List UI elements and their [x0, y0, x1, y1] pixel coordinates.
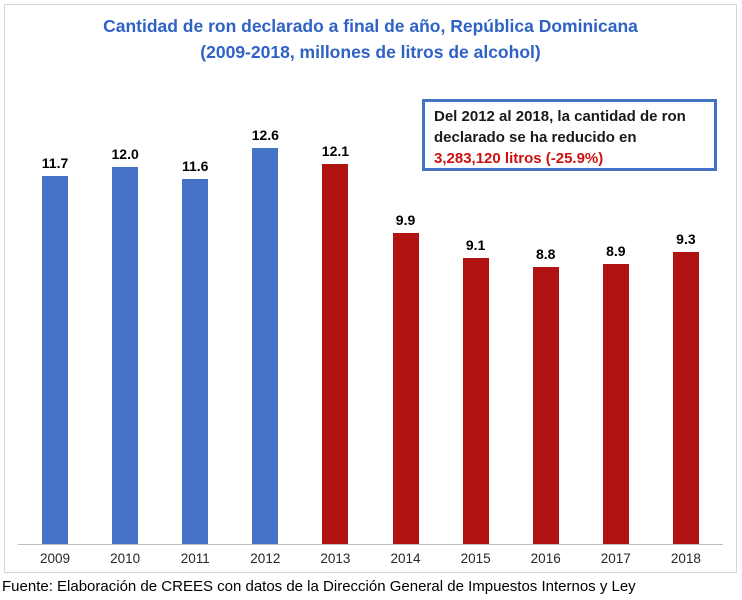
- bar-value-label-2016: 8.8: [535, 246, 556, 262]
- bar-2012: [252, 148, 279, 544]
- bar-column-2011: 11.6: [160, 104, 230, 544]
- x-axis-label-2014: 2014: [390, 551, 421, 566]
- bar-value-label-2013: 12.1: [321, 143, 350, 159]
- chart-title-line2: (2009-2018, millones de litros de alcoho…: [200, 42, 541, 62]
- bar-value-label-2010: 12.0: [111, 146, 139, 162]
- x-axis-label-2009: 2009: [40, 551, 71, 566]
- bar-column-2012: 12.6: [230, 104, 300, 544]
- x-axis-line: [18, 544, 723, 545]
- bar-column-2018: 9.3: [651, 104, 721, 544]
- bar-column-2015: 9.1: [441, 104, 511, 544]
- bar-value-label-2012: 12.6: [251, 127, 279, 143]
- bar-value-label-2017: 8.9: [606, 243, 626, 259]
- chart-title: Cantidad de ron declarado a final de año…: [4, 13, 737, 65]
- bar-2016: [532, 267, 559, 544]
- x-axis-labels: 2009 2010 2011 2012 2013 2014 2015 2016 2017 2018: [20, 551, 721, 566]
- x-axis-label-2010: 2010: [110, 551, 141, 566]
- x-axis-label-2018: 2018: [670, 551, 701, 566]
- annotation-text-black: Del 2012 al 2018, la cantidad de ron dec…: [434, 108, 686, 146]
- bar-column-2010: 12.0: [90, 104, 160, 544]
- bar-2013: [322, 164, 349, 544]
- bar-column-2016: 8.8: [511, 104, 581, 544]
- bar-value-label-2014: 9.9: [395, 212, 416, 228]
- x-axis-label-2012: 2012: [250, 551, 281, 566]
- annotation-text-red: 3,283,120 litros (-25.9%): [434, 150, 604, 167]
- bar-value-label-2011: 11.6: [181, 158, 209, 174]
- bar-2011: [182, 179, 209, 544]
- source-note: Fuente: Elaboración de CREES con datos d…: [2, 578, 636, 595]
- x-axis-label-2017: 2017: [600, 551, 631, 566]
- annotation-box: Del 2012 al 2018, la cantidad de ron dec…: [422, 99, 717, 171]
- x-axis-label-2015: 2015: [460, 551, 491, 566]
- bar-2014: [392, 233, 419, 544]
- x-axis-label-2016: 2016: [530, 551, 561, 566]
- bar-2015: [462, 258, 489, 544]
- bar-column-2009: 11.7: [20, 104, 90, 544]
- bar-2010: [112, 167, 139, 544]
- plot-area: 11.7 12.0 11.6 12.6 12.1 9.9 9.1 8.8 8.9 9.3: [20, 104, 721, 544]
- bar-column-2014: 9.9: [370, 104, 440, 544]
- x-axis-label-2011: 2011: [180, 551, 210, 566]
- bar-value-label-2015: 9.1: [465, 237, 486, 253]
- bar-column-2013: 12.1: [300, 104, 370, 544]
- bar-2009: [42, 176, 69, 544]
- chart-title-line1: Cantidad de ron declarado a final de año…: [103, 16, 638, 36]
- bar-2017: [602, 264, 629, 544]
- bar-value-label-2018: 9.3: [676, 231, 696, 247]
- bar-column-2017: 8.9: [581, 104, 651, 544]
- bar-value-label-2009: 11.7: [41, 155, 69, 171]
- x-axis-label-2013: 2013: [320, 551, 351, 566]
- bar-2018: [672, 252, 699, 544]
